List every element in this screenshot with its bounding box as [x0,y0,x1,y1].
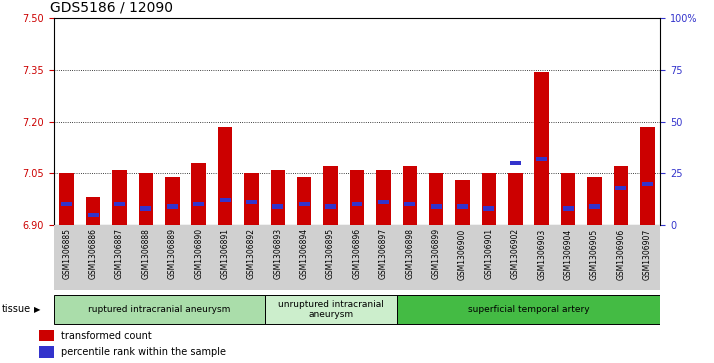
Text: GSM1306885: GSM1306885 [62,228,71,279]
Text: unruptured intracranial
aneurysm: unruptured intracranial aneurysm [278,300,383,319]
Bar [613,166,628,225]
Bar [112,170,127,225]
Text: GSM1306892: GSM1306892 [247,228,256,279]
Bar [508,174,523,225]
Bar [560,174,575,225]
Text: GSM1306897: GSM1306897 [379,228,388,280]
Bar [86,197,101,225]
Bar [536,157,547,161]
Bar [244,174,258,225]
Bar [396,295,660,324]
Text: GSM1306906: GSM1306906 [616,228,625,280]
Text: GSM1306895: GSM1306895 [326,228,335,280]
Bar [220,198,231,202]
Bar [88,213,99,217]
Text: GSM1306904: GSM1306904 [563,228,573,280]
Bar [640,127,655,225]
Bar [587,177,602,225]
Text: GSM1306903: GSM1306903 [537,228,546,280]
Bar [456,180,470,225]
Text: transformed count: transformed count [61,331,151,341]
Text: GSM1306891: GSM1306891 [221,228,230,279]
Text: GSM1306894: GSM1306894 [300,228,308,280]
Text: GDS5186 / 12090: GDS5186 / 12090 [50,0,173,15]
Bar [642,182,653,186]
Bar [589,204,600,208]
Bar [39,330,54,341]
Text: GSM1306898: GSM1306898 [406,228,414,279]
Text: GSM1306905: GSM1306905 [590,228,599,280]
Bar [482,174,496,225]
Text: percentile rank within the sample: percentile rank within the sample [61,347,226,357]
Text: GSM1306899: GSM1306899 [432,228,441,280]
Bar [615,186,626,190]
Text: ▶: ▶ [34,305,41,314]
Bar [431,204,441,208]
Bar [167,204,178,208]
Text: GSM1306896: GSM1306896 [353,228,361,280]
Bar [265,295,396,324]
Bar [59,174,74,225]
Text: ruptured intracranial aneurysm: ruptured intracranial aneurysm [88,305,231,314]
Text: superficial temporal artery: superficial temporal artery [468,305,589,314]
Bar [325,204,336,208]
Bar [298,202,310,207]
Bar [39,346,54,358]
Bar [323,166,338,225]
Bar [141,207,151,211]
Text: GSM1306890: GSM1306890 [194,228,203,280]
Bar [457,204,468,208]
Bar [273,204,283,208]
Bar [376,170,391,225]
Text: GSM1306889: GSM1306889 [168,228,177,279]
Bar [297,177,311,225]
Bar [403,166,417,225]
Bar [404,202,416,207]
Bar [483,207,494,211]
Text: GSM1306887: GSM1306887 [115,228,124,279]
Bar [246,200,257,204]
Bar [378,200,389,204]
Bar [114,202,125,207]
Bar [271,170,285,225]
Bar [218,127,232,225]
Bar [193,202,204,207]
Text: GSM1306902: GSM1306902 [511,228,520,280]
Bar [535,72,549,225]
Bar [191,163,206,225]
Text: tissue: tissue [1,305,31,314]
Text: GSM1306900: GSM1306900 [458,228,467,280]
Bar [510,161,521,165]
Bar [139,174,154,225]
Bar [61,202,72,207]
Bar [165,177,179,225]
Bar [54,295,265,324]
Bar [350,170,364,225]
Text: GSM1306888: GSM1306888 [141,228,151,279]
Bar [351,202,363,207]
Text: GSM1306886: GSM1306886 [89,228,98,279]
Text: GSM1306901: GSM1306901 [484,228,493,280]
Text: GSM1306907: GSM1306907 [643,228,652,280]
Text: GSM1306893: GSM1306893 [273,228,282,280]
Bar [429,174,443,225]
Bar [563,207,573,211]
